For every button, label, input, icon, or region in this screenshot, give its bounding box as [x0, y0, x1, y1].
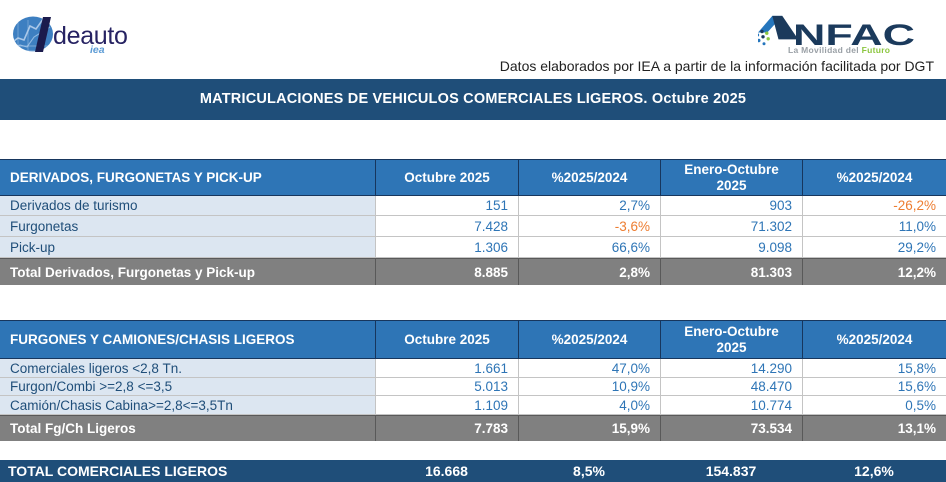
svg-text:iea: iea	[90, 44, 105, 56]
svg-text:La Movilidad del Futuro: La Movilidad del Futuro	[788, 45, 890, 55]
